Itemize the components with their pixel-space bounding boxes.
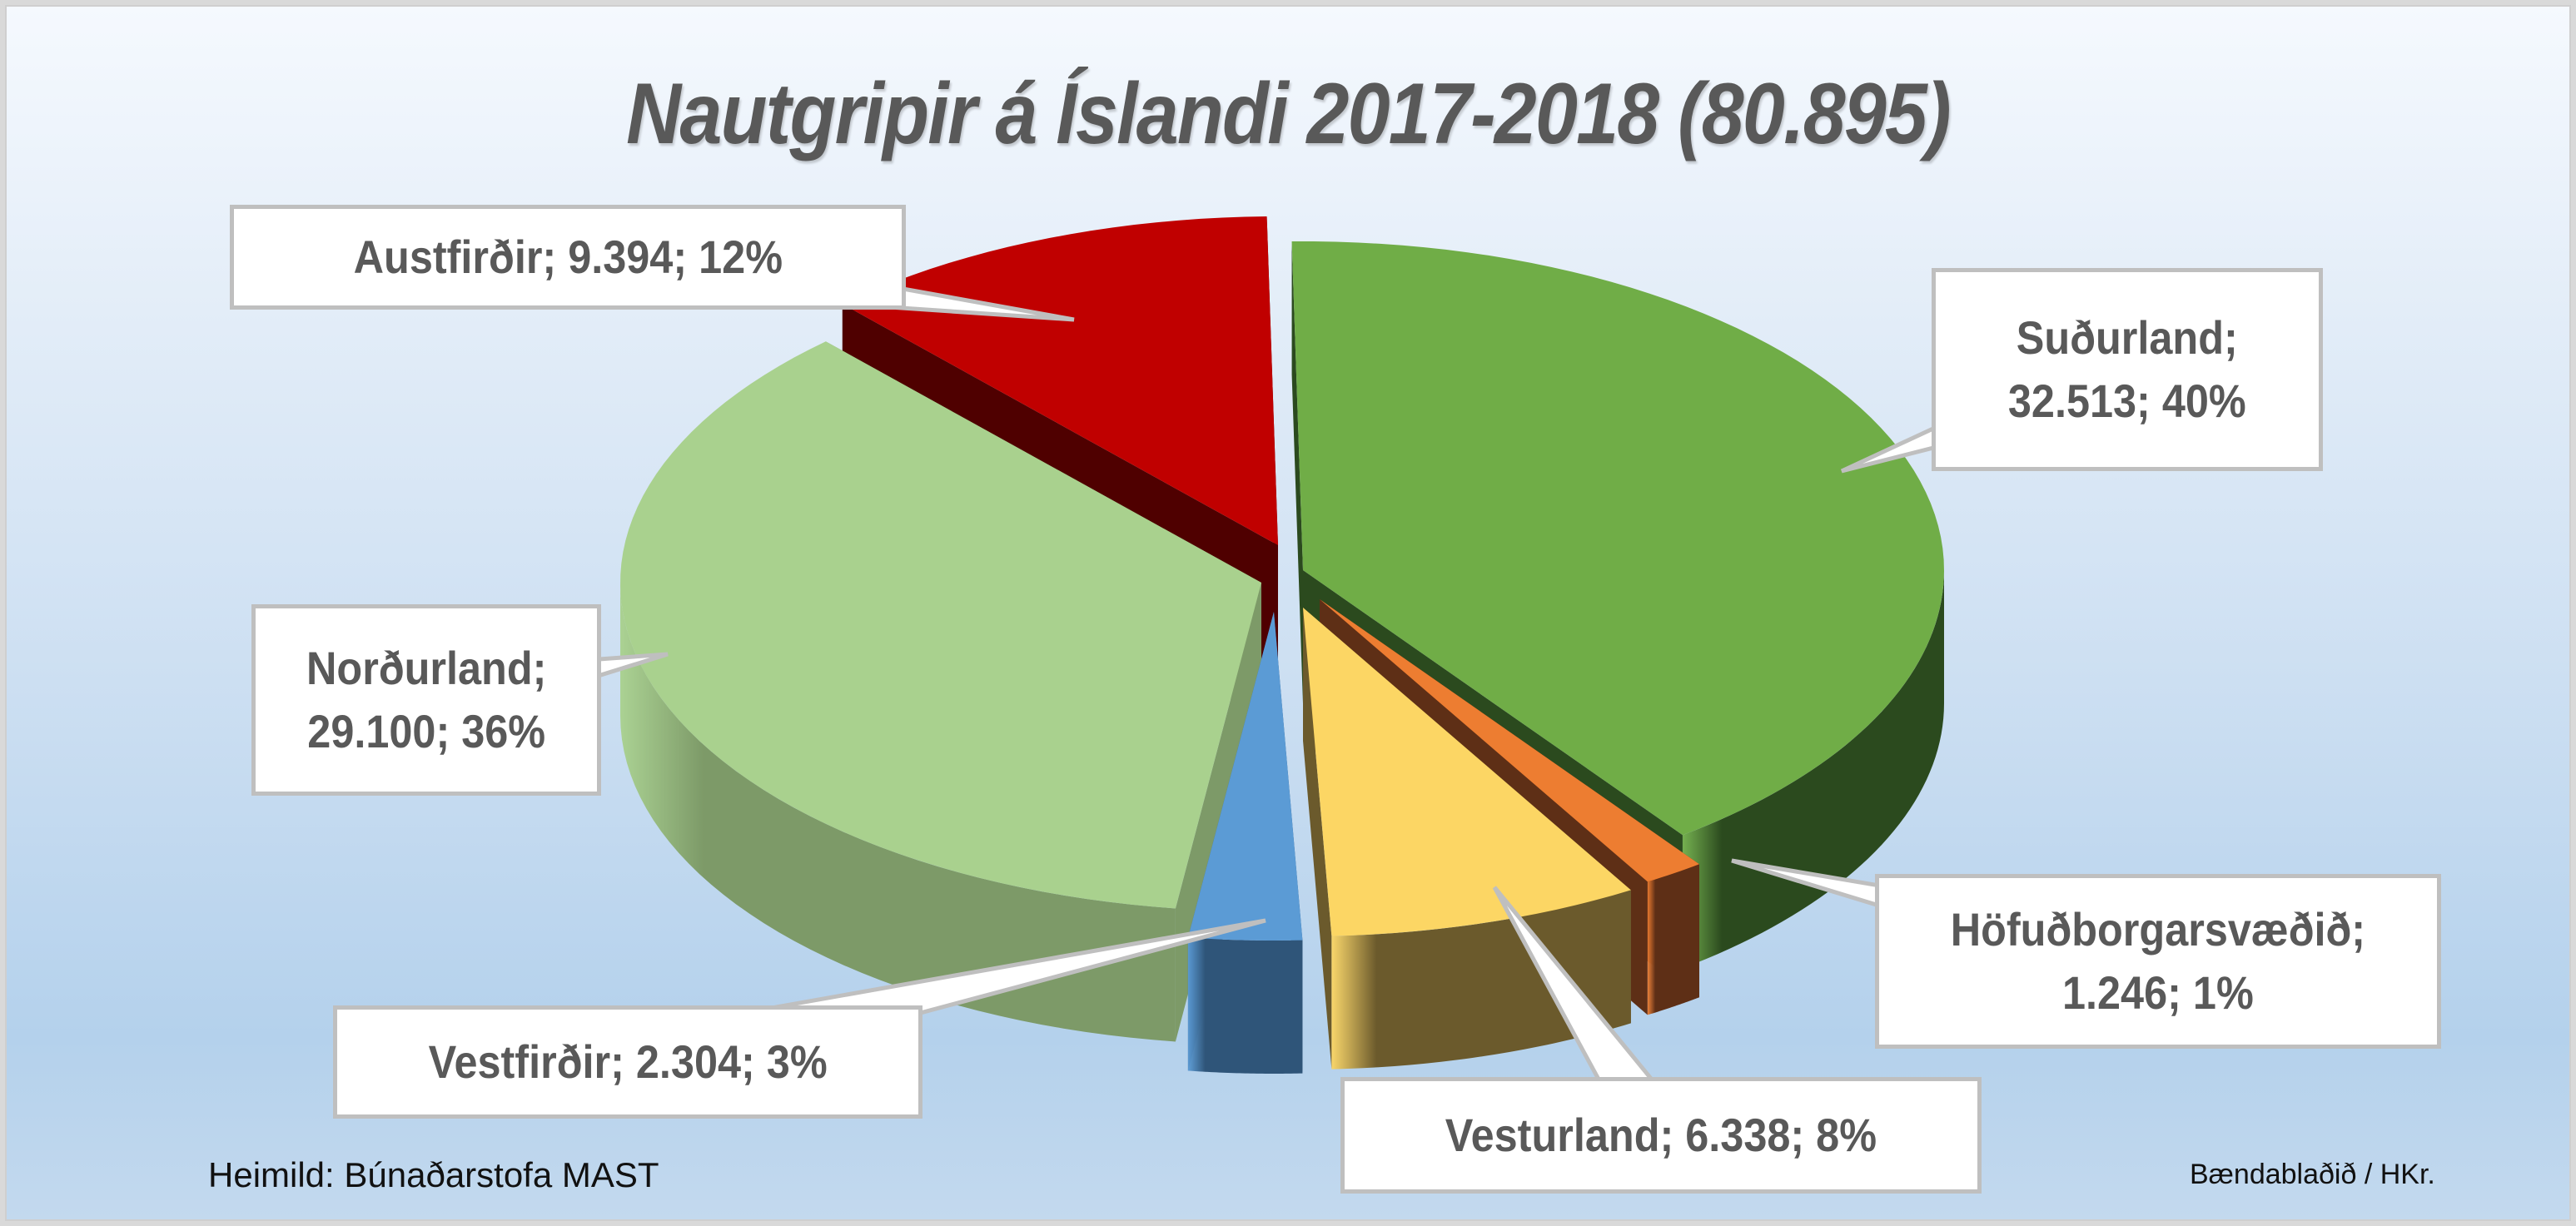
slice-vestfirðir [1187, 612, 1303, 941]
data-label-text: Suðurland; 32.513; 40% [2008, 311, 2246, 427]
chart-title: Nautgripir á Íslandi 2017-2018 (80.895) [626, 66, 1951, 162]
slice-suðurland [1291, 241, 1944, 836]
slice-rim [1647, 864, 1699, 1015]
slice-rim [1187, 937, 1303, 1074]
data-label-austfirðir: Austfirðir; 9.394; 12% [230, 205, 906, 310]
data-label-text: Vesturland; 6.338; 8% [1445, 1109, 1877, 1162]
slice-cut-face [1291, 241, 1303, 703]
slice-vesturland [1303, 608, 1631, 936]
slice-norðurland [620, 341, 1261, 909]
data-label-vesturland: Vesturland; 6.338; 8% [1340, 1077, 1982, 1194]
source-note: Heimild: Búnaðarstofa MAST [208, 1155, 659, 1194]
data-label-text: Austfirðir; 9.394; 12% [353, 231, 783, 284]
slice-rim [1331, 890, 1631, 1070]
data-label-text: Norðurland; 29.100; 36% [306, 642, 547, 757]
data-label-norðurland: Norðurland; 29.100; 36% [251, 604, 601, 796]
slice-höfuðborgarsvæðið [1320, 599, 1699, 882]
data-label-vestfirðir: Vestfirðir; 2.304; 3% [333, 1005, 922, 1119]
data-label-text: Höfuðborgarsvæðið; 1.246; 1% [1950, 903, 2366, 1019]
slice-rim [620, 583, 1176, 1042]
slice-rim [1682, 570, 1944, 969]
data-label-höfuðborgarsvæðið: Höfuðborgarsvæðið; 1.246; 1% [1875, 874, 2441, 1049]
credit-note: Bændablaðið / HKr. [2190, 1159, 2435, 1190]
data-label-text: Vestfirðir; 2.304; 3% [428, 1035, 828, 1089]
slice-cut-face [1303, 608, 1332, 1070]
data-label-suðurland: Suðurland; 32.513; 40% [1932, 268, 2323, 471]
